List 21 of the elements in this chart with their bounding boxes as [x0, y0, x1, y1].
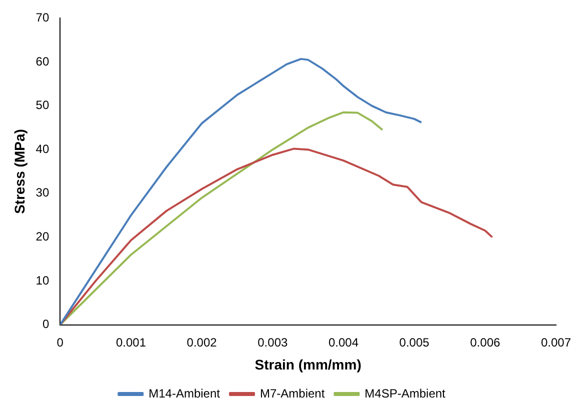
y-tick-label: 60 [36, 54, 50, 68]
y-tick-label: 20 [36, 230, 50, 244]
legend-label: M4SP-Ambient [364, 386, 446, 400]
x-tick-label: 0 [56, 335, 64, 350]
y-axis-title: Stress (MPa) [11, 129, 28, 214]
y-tick-label: 10 [36, 273, 50, 288]
x-tick-label: 0.007 [540, 335, 572, 350]
x-tick-label: 0.004 [328, 335, 359, 350]
x-tick-label: 0.006 [470, 335, 500, 350]
x-axis-title: Strain (mm/mm) [254, 356, 362, 372]
y-tick-label: 30 [36, 186, 50, 200]
y-tick-label: 70 [36, 10, 50, 25]
legend-label: M14-Ambient [148, 386, 221, 400]
x-tick-label: 0.002 [186, 335, 218, 350]
x-tick-label: 0.005 [399, 335, 430, 350]
x-tick-label: 0.001 [116, 335, 146, 350]
legend-label: M7-Ambient [260, 386, 326, 400]
x-tick-label: 0.003 [258, 335, 288, 350]
y-tick-label: 50 [36, 98, 50, 112]
y-tick-label: 0 [42, 317, 50, 332]
y-tick-label: 40 [36, 142, 50, 156]
